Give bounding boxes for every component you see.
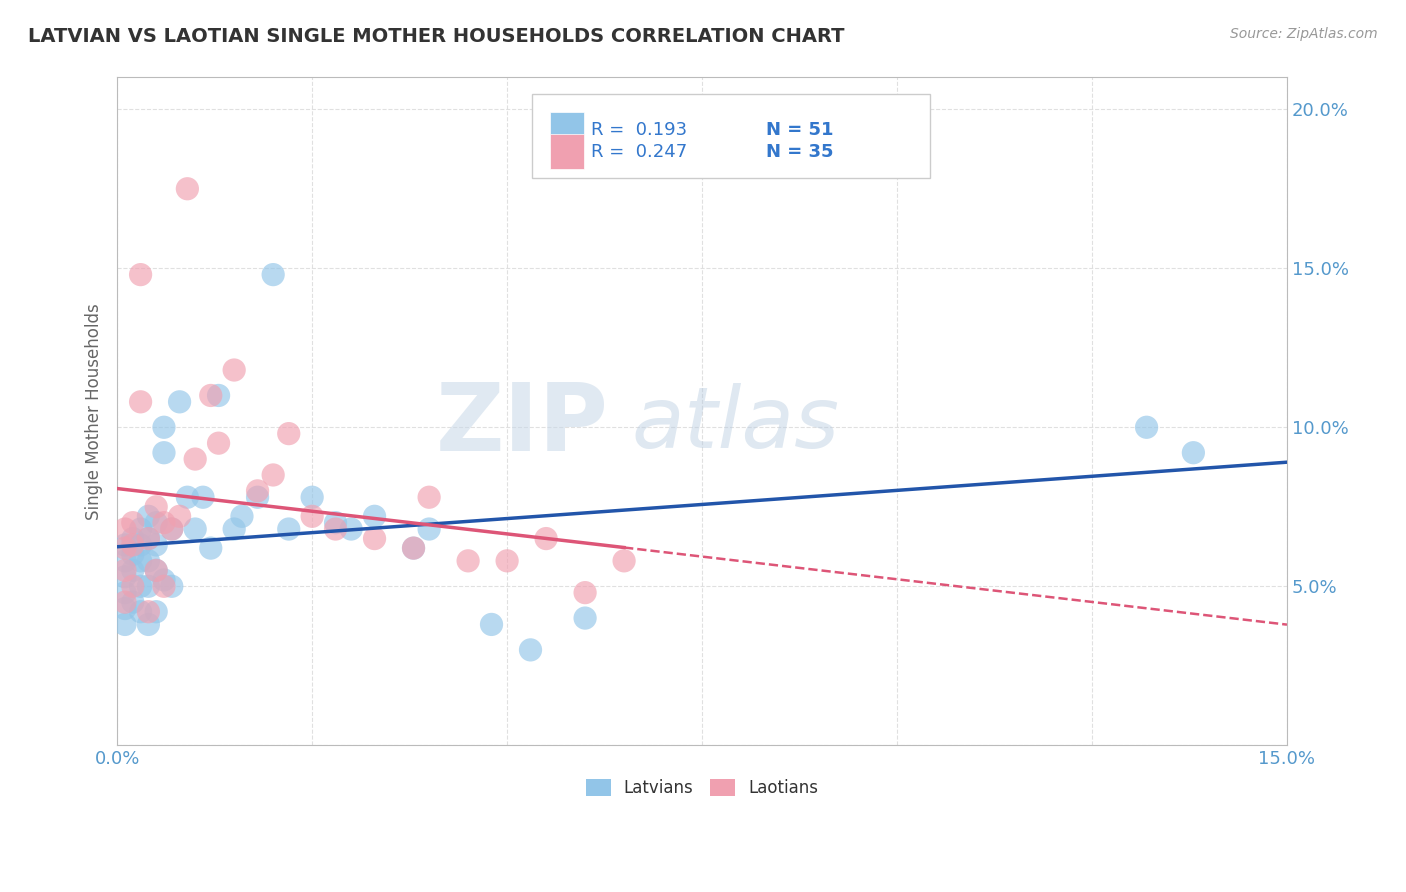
Point — [145, 563, 167, 577]
Point — [138, 579, 160, 593]
Text: Source: ZipAtlas.com: Source: ZipAtlas.com — [1230, 27, 1378, 41]
Point — [138, 617, 160, 632]
Point — [301, 490, 323, 504]
Point — [138, 509, 160, 524]
FancyBboxPatch shape — [533, 95, 931, 178]
Point — [301, 509, 323, 524]
Point — [129, 394, 152, 409]
Point — [153, 573, 176, 587]
Point — [145, 516, 167, 530]
Point — [129, 538, 152, 552]
Point — [138, 532, 160, 546]
Point — [200, 388, 222, 402]
Point — [129, 579, 152, 593]
Point — [145, 605, 167, 619]
Point — [231, 509, 253, 524]
Point — [138, 554, 160, 568]
Point — [114, 617, 136, 632]
Point — [481, 617, 503, 632]
Text: ZIP: ZIP — [436, 379, 609, 471]
Point — [145, 538, 167, 552]
Point — [207, 388, 229, 402]
Point — [176, 182, 198, 196]
Point — [246, 490, 269, 504]
Point — [340, 522, 363, 536]
Text: R =  0.193: R = 0.193 — [591, 120, 688, 138]
Point — [184, 522, 207, 536]
FancyBboxPatch shape — [550, 134, 583, 169]
Point — [1135, 420, 1157, 434]
Point — [153, 420, 176, 434]
Point — [145, 563, 167, 577]
Point — [176, 490, 198, 504]
Point — [169, 509, 191, 524]
Point — [160, 522, 183, 536]
Point — [418, 522, 440, 536]
FancyBboxPatch shape — [550, 112, 583, 147]
Point — [262, 268, 284, 282]
Point — [325, 522, 347, 536]
Point — [121, 532, 143, 546]
Point — [363, 509, 385, 524]
Point — [153, 446, 176, 460]
Text: N = 35: N = 35 — [766, 144, 834, 161]
Point — [224, 522, 246, 536]
Point — [114, 522, 136, 536]
Point — [160, 579, 183, 593]
Point — [145, 500, 167, 514]
Point — [121, 579, 143, 593]
Point — [129, 522, 152, 536]
Point — [496, 554, 519, 568]
Point — [114, 595, 136, 609]
Point — [457, 554, 479, 568]
Point — [129, 554, 152, 568]
Point — [402, 541, 425, 555]
Point — [325, 516, 347, 530]
Point — [121, 595, 143, 609]
Point — [169, 394, 191, 409]
Point — [114, 601, 136, 615]
Point — [277, 522, 299, 536]
Point — [277, 426, 299, 441]
Point — [184, 452, 207, 467]
Point — [402, 541, 425, 555]
Point — [534, 532, 557, 546]
Point — [153, 516, 176, 530]
Point — [129, 268, 152, 282]
Point — [574, 611, 596, 625]
Point — [207, 436, 229, 450]
Point — [246, 483, 269, 498]
Point — [121, 563, 143, 577]
Point — [613, 554, 636, 568]
Point — [363, 532, 385, 546]
Point — [519, 643, 541, 657]
Point — [138, 605, 160, 619]
Point — [1182, 446, 1205, 460]
Text: N = 51: N = 51 — [766, 120, 834, 138]
Point — [114, 541, 136, 555]
Text: R =  0.247: R = 0.247 — [591, 144, 688, 161]
Point — [160, 522, 183, 536]
Text: atlas: atlas — [631, 384, 839, 467]
Point — [114, 585, 136, 599]
Point — [191, 490, 214, 504]
Point — [114, 538, 136, 552]
Point — [129, 605, 152, 619]
Point — [200, 541, 222, 555]
Legend: Latvians, Laotians: Latvians, Laotians — [579, 772, 825, 804]
Point — [121, 548, 143, 562]
Point — [114, 554, 136, 568]
Y-axis label: Single Mother Households: Single Mother Households — [86, 303, 103, 520]
Point — [114, 570, 136, 584]
Point — [121, 516, 143, 530]
Point — [138, 532, 160, 546]
Point — [121, 538, 143, 552]
Text: LATVIAN VS LAOTIAN SINGLE MOTHER HOUSEHOLDS CORRELATION CHART: LATVIAN VS LAOTIAN SINGLE MOTHER HOUSEHO… — [28, 27, 845, 45]
Point — [153, 579, 176, 593]
Point — [418, 490, 440, 504]
Point — [262, 467, 284, 482]
Point — [114, 563, 136, 577]
Point — [224, 363, 246, 377]
Point — [574, 585, 596, 599]
